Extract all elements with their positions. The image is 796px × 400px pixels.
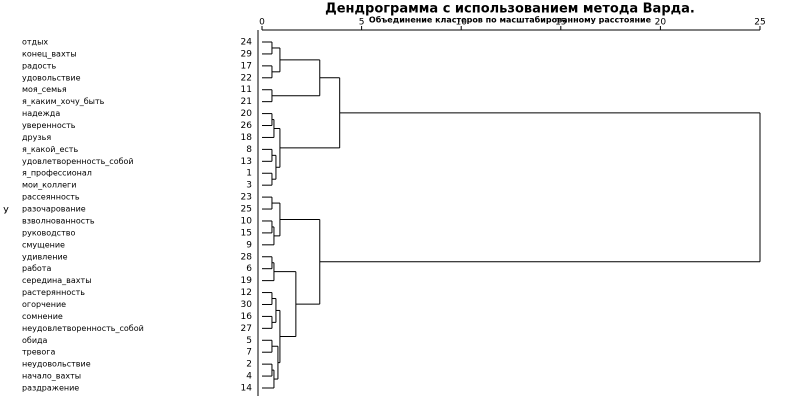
leaf-label: я_какой_есть [22, 145, 78, 154]
chart-title: Дендрограмма с использованием метода Вар… [325, 2, 695, 17]
leaf-case: 8 [246, 145, 252, 155]
leaf-case: 18 [241, 133, 253, 143]
leaf-label: отдых [22, 38, 48, 47]
x-tick-label: 15 [555, 18, 566, 28]
leaf-label: удовлетворенность_собой [22, 157, 134, 166]
leaf-label: друзья [22, 133, 51, 142]
leaf-case: 7 [246, 348, 252, 358]
leaf-label: разочарование [22, 205, 86, 214]
leaf-case: 3 [246, 181, 252, 191]
chart-subtitle: Объединение кластеров по масштабированно… [369, 15, 652, 25]
leaf-label: удивление [22, 252, 68, 261]
leaf-label: радость [22, 61, 56, 70]
leaf-case: 14 [241, 384, 253, 394]
leaf-label: огорчение [22, 300, 66, 309]
leaf-case: 21 [241, 97, 252, 107]
leaf-case: 22 [241, 73, 252, 83]
leaf-label: смущение [22, 240, 65, 249]
leaf-label: раздражение [22, 384, 79, 393]
leaf-case: 15 [241, 228, 252, 238]
leaf-label: удовольствие [22, 73, 81, 82]
leaf-label: работа [22, 264, 51, 273]
leaf-label: мои_коллеги [22, 181, 76, 190]
leaf-label: неудовлетворенность_собой [22, 324, 144, 333]
leaf-label: неудовольствие [22, 360, 91, 369]
x-tick-label: 5 [359, 18, 365, 28]
leaf-case: 1 [246, 169, 252, 179]
leaf-case: 17 [241, 61, 252, 71]
leaf-case: 6 [246, 264, 252, 274]
x-tick-label: 20 [655, 18, 667, 28]
leaf-case: 4 [246, 372, 252, 382]
leaf-label: моя_семья [22, 85, 67, 94]
leaf-label: обида [22, 336, 48, 345]
leaf-label: надежда [22, 109, 60, 118]
leaf-label: я_профессионал [22, 169, 92, 178]
x-tick-label: 10 [455, 18, 467, 28]
leaf-label: взволнованность [22, 216, 95, 225]
leaf-case: 27 [241, 324, 252, 334]
leaf-label: тревога [22, 348, 55, 357]
leaf-case: 25 [241, 205, 252, 215]
leaf-case: 2 [246, 360, 252, 370]
leaf-label: сомнение [22, 312, 63, 321]
leaf-label: конец_вахты [22, 49, 77, 58]
leaf-case: 20 [241, 109, 253, 119]
leaf-case: 19 [241, 276, 253, 286]
leaf-label: я_каким_хочу_быть [22, 97, 105, 106]
leaf-label: начало_вахты [22, 372, 81, 381]
leaf-case: 26 [241, 121, 253, 131]
leaf-case: 5 [246, 336, 252, 346]
leaf-case: 16 [241, 312, 253, 322]
leaf-case: 9 [246, 240, 252, 250]
leaf-case: 12 [241, 288, 252, 298]
x-tick-label: 0 [259, 18, 265, 28]
leaf-label: руководство [22, 228, 75, 237]
leaf-case: 10 [241, 216, 253, 226]
leaf-case: 13 [241, 157, 252, 167]
leaf-label: растерянность [22, 288, 85, 297]
leaf-case: 30 [241, 300, 253, 310]
leaf-case: 23 [241, 193, 252, 203]
x-tick-label: 25 [754, 18, 765, 28]
leaf-case: 11 [241, 85, 252, 95]
leaf-case: 29 [241, 49, 253, 59]
side-label: У [3, 207, 9, 217]
leaf-label: уверенность [22, 121, 76, 130]
leaf-case: 28 [241, 252, 253, 262]
leaf-label: рассеянность [22, 193, 80, 202]
leaf-case: 24 [241, 38, 253, 48]
leaf-label: середина_вахты [22, 276, 92, 285]
